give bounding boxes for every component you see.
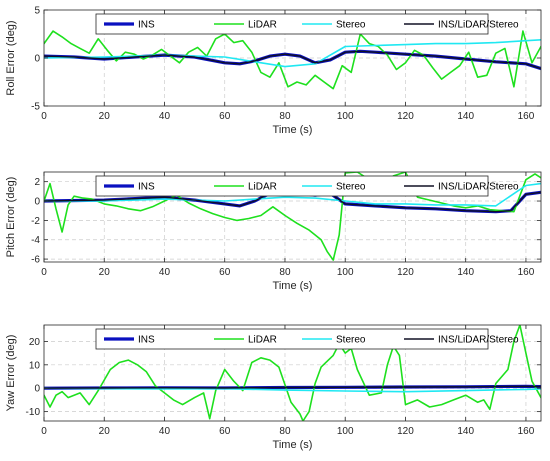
series-line-lidar: [44, 172, 541, 261]
legend: INS LiDAR Stereo INS/LiDAR/Stereo: [95, 13, 519, 35]
legend-label: Stereo: [336, 20, 366, 31]
y-tick-label: -2: [31, 216, 40, 227]
x-tick-label: 60: [219, 111, 231, 122]
legend: INS LiDAR Stereo INS/LiDAR/Stereo: [95, 175, 519, 197]
x-tick-label: 40: [159, 111, 171, 122]
y-axis-label: Roll Error (deg): [5, 20, 17, 95]
x-tick-label: 100: [337, 267, 354, 278]
legend-label: INS: [138, 20, 155, 31]
x-tick-label: 0: [41, 426, 47, 437]
axes-frame: [43, 324, 542, 422]
legend-label: INS/LiDAR/Stereo: [438, 20, 519, 31]
legend: INS LiDAR Stereo INS/LiDAR/Stereo: [95, 328, 519, 350]
y-tick-label: -6: [31, 255, 40, 266]
axes-frame: [43, 171, 542, 263]
subplot-2: 0 20 40 60 80 100 120 140 160 -6 -4 -2 0 2 Time (s) Pit…: [5, 171, 542, 292]
legend-label: INS: [138, 182, 155, 193]
series-group: [44, 325, 541, 421]
y-tick-label: -5: [31, 102, 40, 113]
y-tick-label: 5: [34, 6, 40, 17]
legend-box: [95, 175, 489, 197]
x-tick-label: 100: [337, 426, 354, 437]
y-tick-label: 20: [29, 337, 41, 348]
x-tick-label: 140: [457, 426, 474, 437]
x-tick-label: 0: [41, 267, 47, 278]
x-tick-label: 80: [279, 267, 291, 278]
series-line-lidar: [44, 30, 541, 90]
x-tick-label: 0: [41, 111, 47, 122]
x-tick-label: 40: [159, 267, 171, 278]
y-tick-label: 2: [34, 177, 40, 188]
legend-label: INS/LiDAR/Stereo: [438, 335, 519, 346]
x-tick-label: 160: [518, 426, 535, 437]
legend-label: Stereo: [336, 335, 366, 346]
y-tick-label: 10: [29, 360, 41, 371]
legend-box: [95, 13, 489, 35]
x-tick-label: 140: [457, 267, 474, 278]
y-tick-label: 0: [34, 197, 40, 208]
series-group: [44, 30, 541, 90]
x-tick-label: 20: [99, 267, 111, 278]
x-tick-label: 100: [337, 111, 354, 122]
x-tick-label: 80: [279, 111, 291, 122]
x-tick-label: 120: [397, 111, 414, 122]
series-line-lidar: [44, 325, 541, 421]
legend-label: Stereo: [336, 182, 366, 193]
x-tick-label: 60: [219, 267, 231, 278]
y-tick-label: 0: [34, 384, 40, 395]
x-tick-label: 20: [99, 111, 111, 122]
x-axis-label: Time (s): [273, 124, 313, 136]
x-tick-label: 140: [457, 111, 474, 122]
x-axis-label: Time (s): [273, 280, 313, 292]
x-tick-label: 40: [159, 426, 171, 437]
x-tick-label: 80: [279, 426, 291, 437]
series-line-ins-lidar-stereo: [44, 50, 541, 70]
legend-label: LiDAR: [248, 20, 277, 31]
series-line-ins-lidar-stereo: [44, 385, 541, 389]
series-line-stereo: [44, 387, 541, 393]
x-tick-label: 160: [518, 267, 535, 278]
legend-label: LiDAR: [248, 335, 277, 346]
legend-label: INS: [138, 335, 155, 346]
y-axis-label: Pitch Error (deg): [5, 177, 17, 258]
y-tick-label: -4: [31, 235, 40, 246]
y-tick-label: 0: [34, 54, 40, 65]
x-tick-label: 120: [397, 426, 414, 437]
x-tick-label: 120: [397, 267, 414, 278]
x-tick-label: 60: [219, 426, 231, 437]
x-axis-label: Time (s): [273, 439, 313, 451]
y-axis-label: Yaw Error (deg): [5, 335, 17, 412]
legend-box: [95, 328, 489, 350]
x-tick-label: 20: [99, 426, 111, 437]
legend-label: LiDAR: [248, 182, 277, 193]
y-tick-label: -10: [26, 407, 41, 418]
x-tick-label: 160: [518, 111, 535, 122]
legend-label: INS/LiDAR/Stereo: [438, 182, 519, 193]
